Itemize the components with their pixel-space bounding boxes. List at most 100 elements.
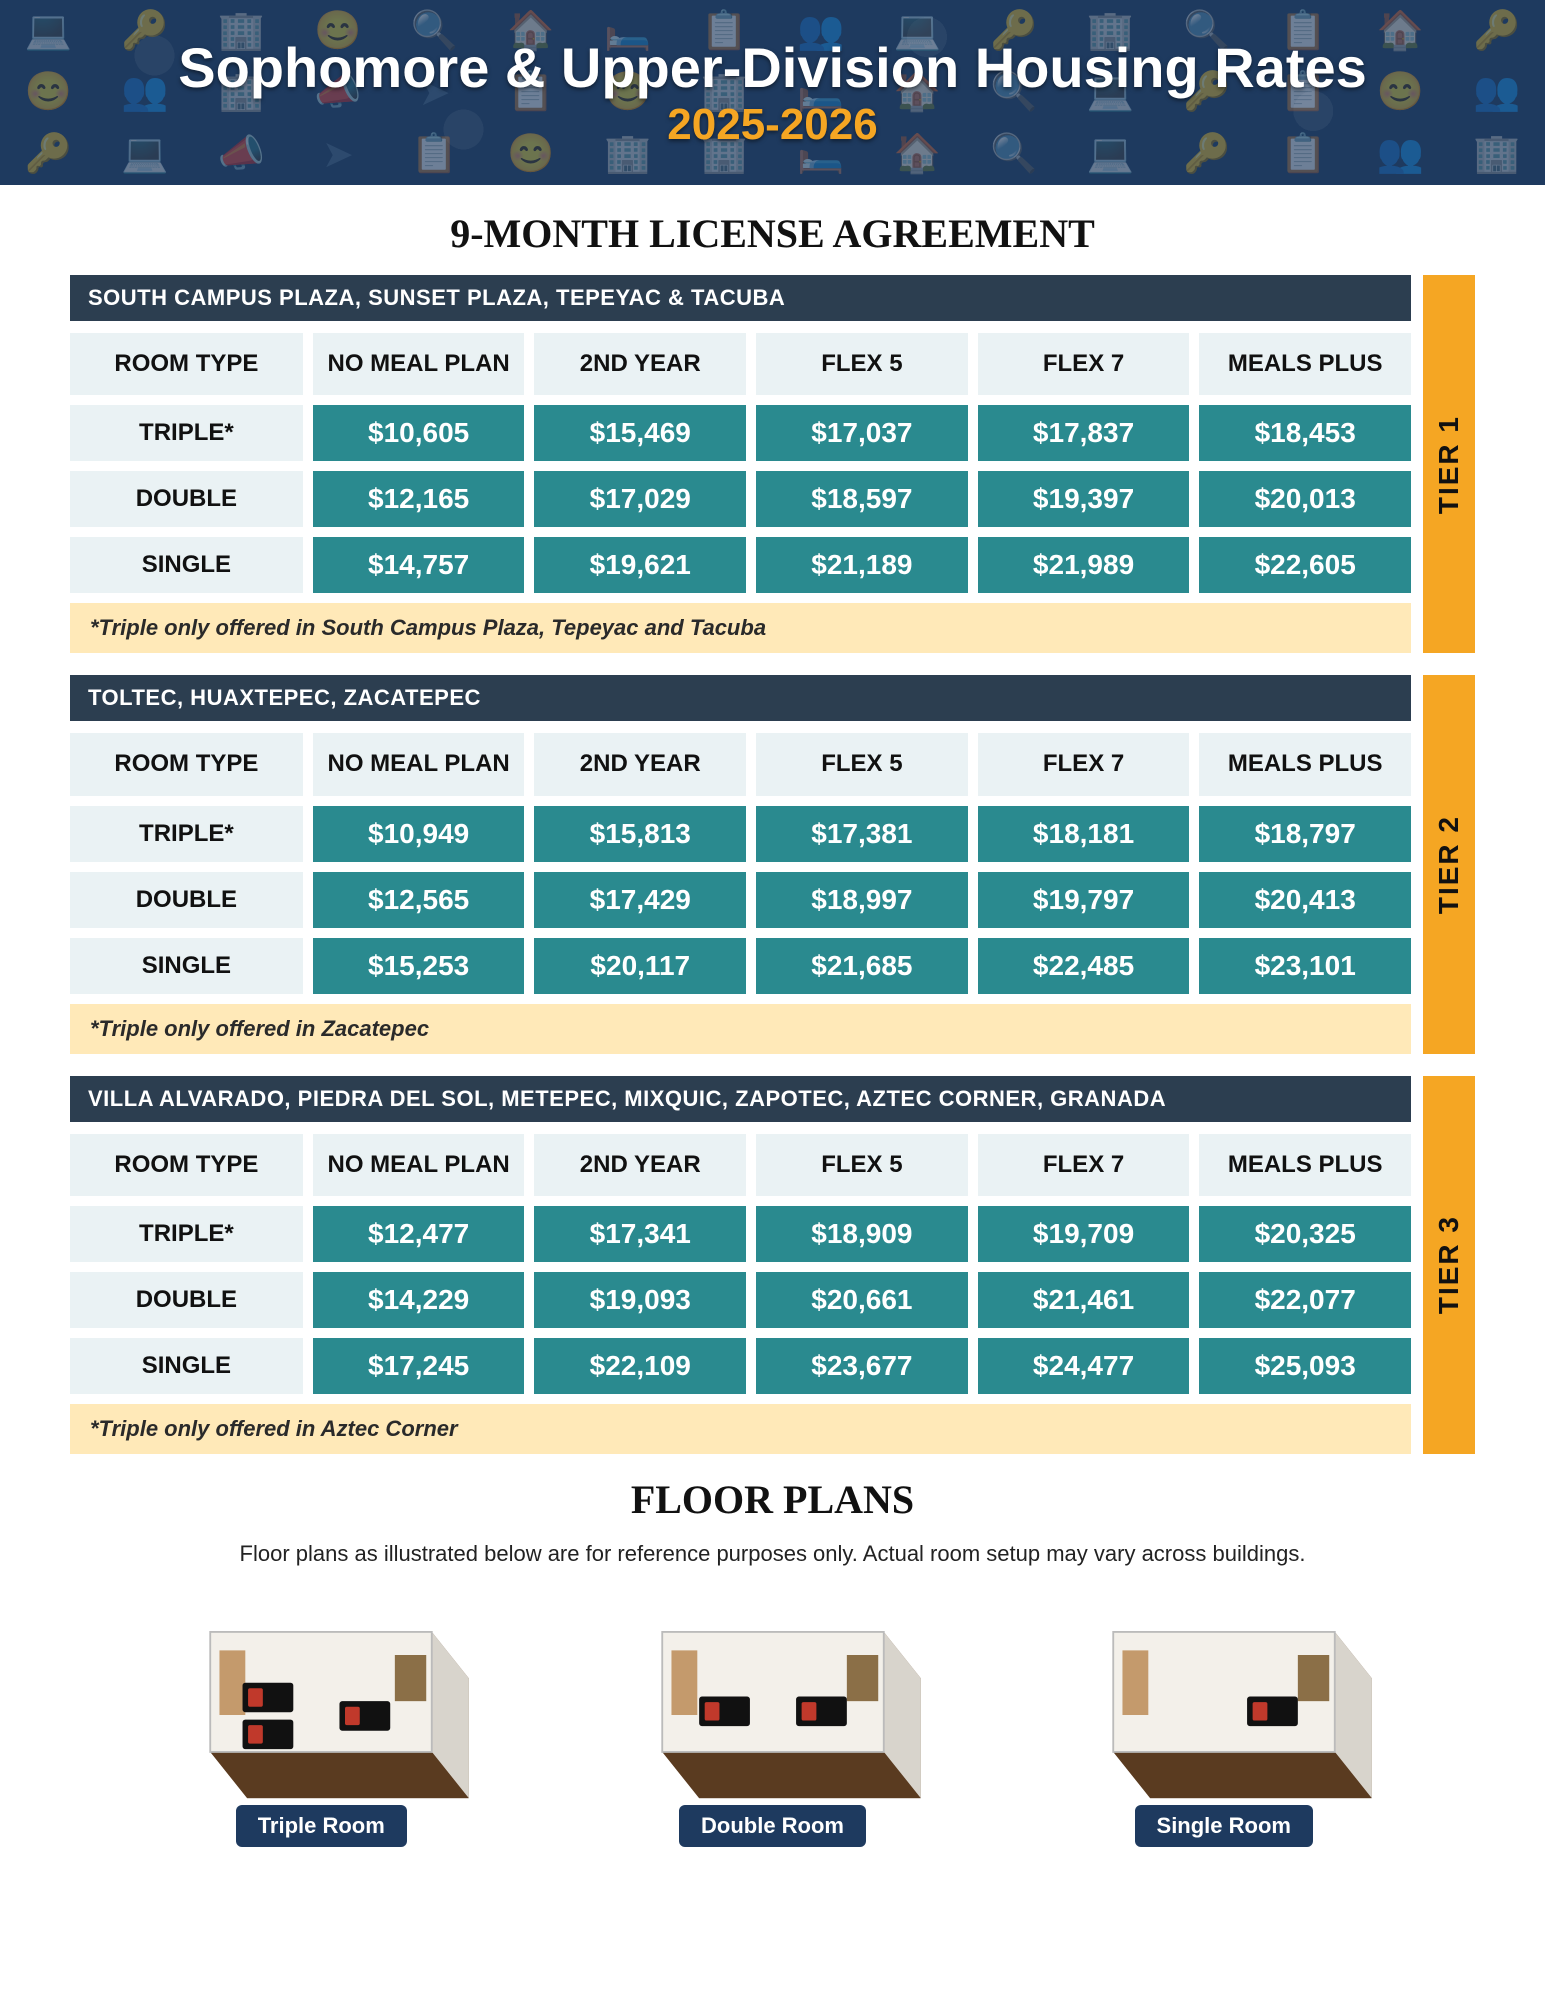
price-cell: $17,429 <box>534 872 746 928</box>
price-cell: $18,597 <box>756 471 968 527</box>
floorplan-label: Single Room <box>1135 1805 1313 1847</box>
banner-title: Sophomore & Upper-Division Housing Rates <box>178 35 1367 100</box>
tier-tab-label: TIER 1 <box>1433 415 1465 514</box>
tier-footnote: *Triple only offered in Aztec Corner <box>70 1404 1411 1454</box>
price-cell: $21,461 <box>978 1272 1190 1328</box>
row-header: DOUBLE <box>70 1272 303 1328</box>
price-cell: $18,453 <box>1199 405 1411 461</box>
price-cell: $23,677 <box>756 1338 968 1394</box>
tier-tab-label: TIER 3 <box>1433 1215 1465 1314</box>
column-header: MEALS PLUS <box>1199 333 1411 395</box>
row-header: DOUBLE <box>70 872 303 928</box>
price-cell: $22,077 <box>1199 1272 1411 1328</box>
column-header: FLEX 5 <box>756 333 968 395</box>
tiers-container: SOUTH CAMPUS PLAZA, SUNSET PLAZA, TEPEYA… <box>70 275 1475 1454</box>
column-header: 2ND YEAR <box>534 733 746 795</box>
column-header: FLEX 5 <box>756 1134 968 1196</box>
column-header: NO MEAL PLAN <box>313 1134 525 1196</box>
column-header: MEALS PLUS <box>1199 733 1411 795</box>
price-cell: $15,253 <box>313 938 525 994</box>
price-cell: $22,485 <box>978 938 1190 994</box>
row-header: TRIPLE* <box>70 806 303 862</box>
floorplans-container: Triple Room Double Room <box>70 1595 1475 1847</box>
room-illustration <box>603 1595 943 1835</box>
floorplan-item: Triple Room <box>151 1595 491 1847</box>
floorplan-item: Double Room <box>603 1595 943 1847</box>
price-cell: $15,813 <box>534 806 746 862</box>
tier-main: VILLA ALVARADO, PIEDRA DEL SOL, METEPEC,… <box>70 1076 1411 1454</box>
price-cell: $17,029 <box>534 471 746 527</box>
row-header: SINGLE <box>70 537 303 593</box>
price-cell: $12,477 <box>313 1206 525 1262</box>
price-cell: $21,989 <box>978 537 1190 593</box>
room-illustration <box>151 1595 491 1835</box>
floorplans-title: FLOOR PLANS <box>70 1476 1475 1523</box>
price-cell: $10,605 <box>313 405 525 461</box>
rate-table: ROOM TYPENO MEAL PLAN2ND YEARFLEX 5FLEX … <box>70 321 1411 593</box>
price-cell: $21,685 <box>756 938 968 994</box>
floorplan-label: Double Room <box>679 1805 866 1847</box>
column-header: NO MEAL PLAN <box>313 733 525 795</box>
price-cell: $19,397 <box>978 471 1190 527</box>
price-cell: $22,109 <box>534 1338 746 1394</box>
price-cell: $18,181 <box>978 806 1190 862</box>
price-cell: $17,381 <box>756 806 968 862</box>
column-header: NO MEAL PLAN <box>313 333 525 395</box>
floorplan-label: Triple Room <box>236 1805 407 1847</box>
tier-main: TOLTEC, HUAXTEPEC, ZACATEPECROOM TYPENO … <box>70 675 1411 1053</box>
price-cell: $19,709 <box>978 1206 1190 1262</box>
price-cell: $15,469 <box>534 405 746 461</box>
price-cell: $17,245 <box>313 1338 525 1394</box>
tier-tab: TIER 1 <box>1423 275 1475 653</box>
content: 9-MONTH LICENSE AGREEMENT SOUTH CAMPUS P… <box>0 185 1545 1887</box>
tier-footnote: *Triple only offered in South Campus Pla… <box>70 603 1411 653</box>
column-header: 2ND YEAR <box>534 1134 746 1196</box>
price-cell: $25,093 <box>1199 1338 1411 1394</box>
price-cell: $12,565 <box>313 872 525 928</box>
tier-header: TOLTEC, HUAXTEPEC, ZACATEPEC <box>70 675 1411 721</box>
column-header: ROOM TYPE <box>70 333 303 395</box>
row-header: SINGLE <box>70 1338 303 1394</box>
price-cell: $18,997 <box>756 872 968 928</box>
price-cell: $17,837 <box>978 405 1190 461</box>
price-cell: $10,949 <box>313 806 525 862</box>
price-cell: $20,413 <box>1199 872 1411 928</box>
price-cell: $22,605 <box>1199 537 1411 593</box>
tier-footnote: *Triple only offered in Zacatepec <box>70 1004 1411 1054</box>
column-header: ROOM TYPE <box>70 1134 303 1196</box>
rate-table: ROOM TYPENO MEAL PLAN2ND YEARFLEX 5FLEX … <box>70 1122 1411 1394</box>
floorplans-note: Floor plans as illustrated below are for… <box>70 1541 1475 1567</box>
tier-tab: TIER 2 <box>1423 675 1475 1053</box>
price-cell: $17,341 <box>534 1206 746 1262</box>
banner: 💻🔑🏢😊🔍🏠🛏️📋👥💻🔑🏢🔍📋🏠🔑 😊👥🏢📣➤📋😊🏢🛏️🏠🔍💻🔑📋😊👥 🔑💻📣➤… <box>0 0 1545 185</box>
price-cell: $23,101 <box>1199 938 1411 994</box>
rate-table: ROOM TYPENO MEAL PLAN2ND YEARFLEX 5FLEX … <box>70 721 1411 993</box>
price-cell: $19,621 <box>534 537 746 593</box>
price-cell: $17,037 <box>756 405 968 461</box>
price-cell: $12,165 <box>313 471 525 527</box>
column-header: FLEX 7 <box>978 733 1190 795</box>
column-header: MEALS PLUS <box>1199 1134 1411 1196</box>
price-cell: $21,189 <box>756 537 968 593</box>
price-cell: $20,661 <box>756 1272 968 1328</box>
price-cell: $18,909 <box>756 1206 968 1262</box>
floorplan-item: Single Room <box>1054 1595 1394 1847</box>
tier-tab-label: TIER 2 <box>1433 815 1465 914</box>
column-header: ROOM TYPE <box>70 733 303 795</box>
tier-block: VILLA ALVARADO, PIEDRA DEL SOL, METEPEC,… <box>70 1076 1475 1454</box>
column-header: 2ND YEAR <box>534 333 746 395</box>
room-illustration <box>1054 1595 1394 1835</box>
section-title: 9-MONTH LICENSE AGREEMENT <box>70 210 1475 257</box>
price-cell: $24,477 <box>978 1338 1190 1394</box>
banner-year: 2025-2026 <box>667 100 877 150</box>
column-header: FLEX 7 <box>978 1134 1190 1196</box>
price-cell: $14,229 <box>313 1272 525 1328</box>
tier-block: TOLTEC, HUAXTEPEC, ZACATEPECROOM TYPENO … <box>70 675 1475 1053</box>
column-header: FLEX 5 <box>756 733 968 795</box>
row-header: TRIPLE* <box>70 1206 303 1262</box>
price-cell: $20,117 <box>534 938 746 994</box>
row-header: SINGLE <box>70 938 303 994</box>
tier-tab: TIER 3 <box>1423 1076 1475 1454</box>
tier-main: SOUTH CAMPUS PLAZA, SUNSET PLAZA, TEPEYA… <box>70 275 1411 653</box>
column-header: FLEX 7 <box>978 333 1190 395</box>
